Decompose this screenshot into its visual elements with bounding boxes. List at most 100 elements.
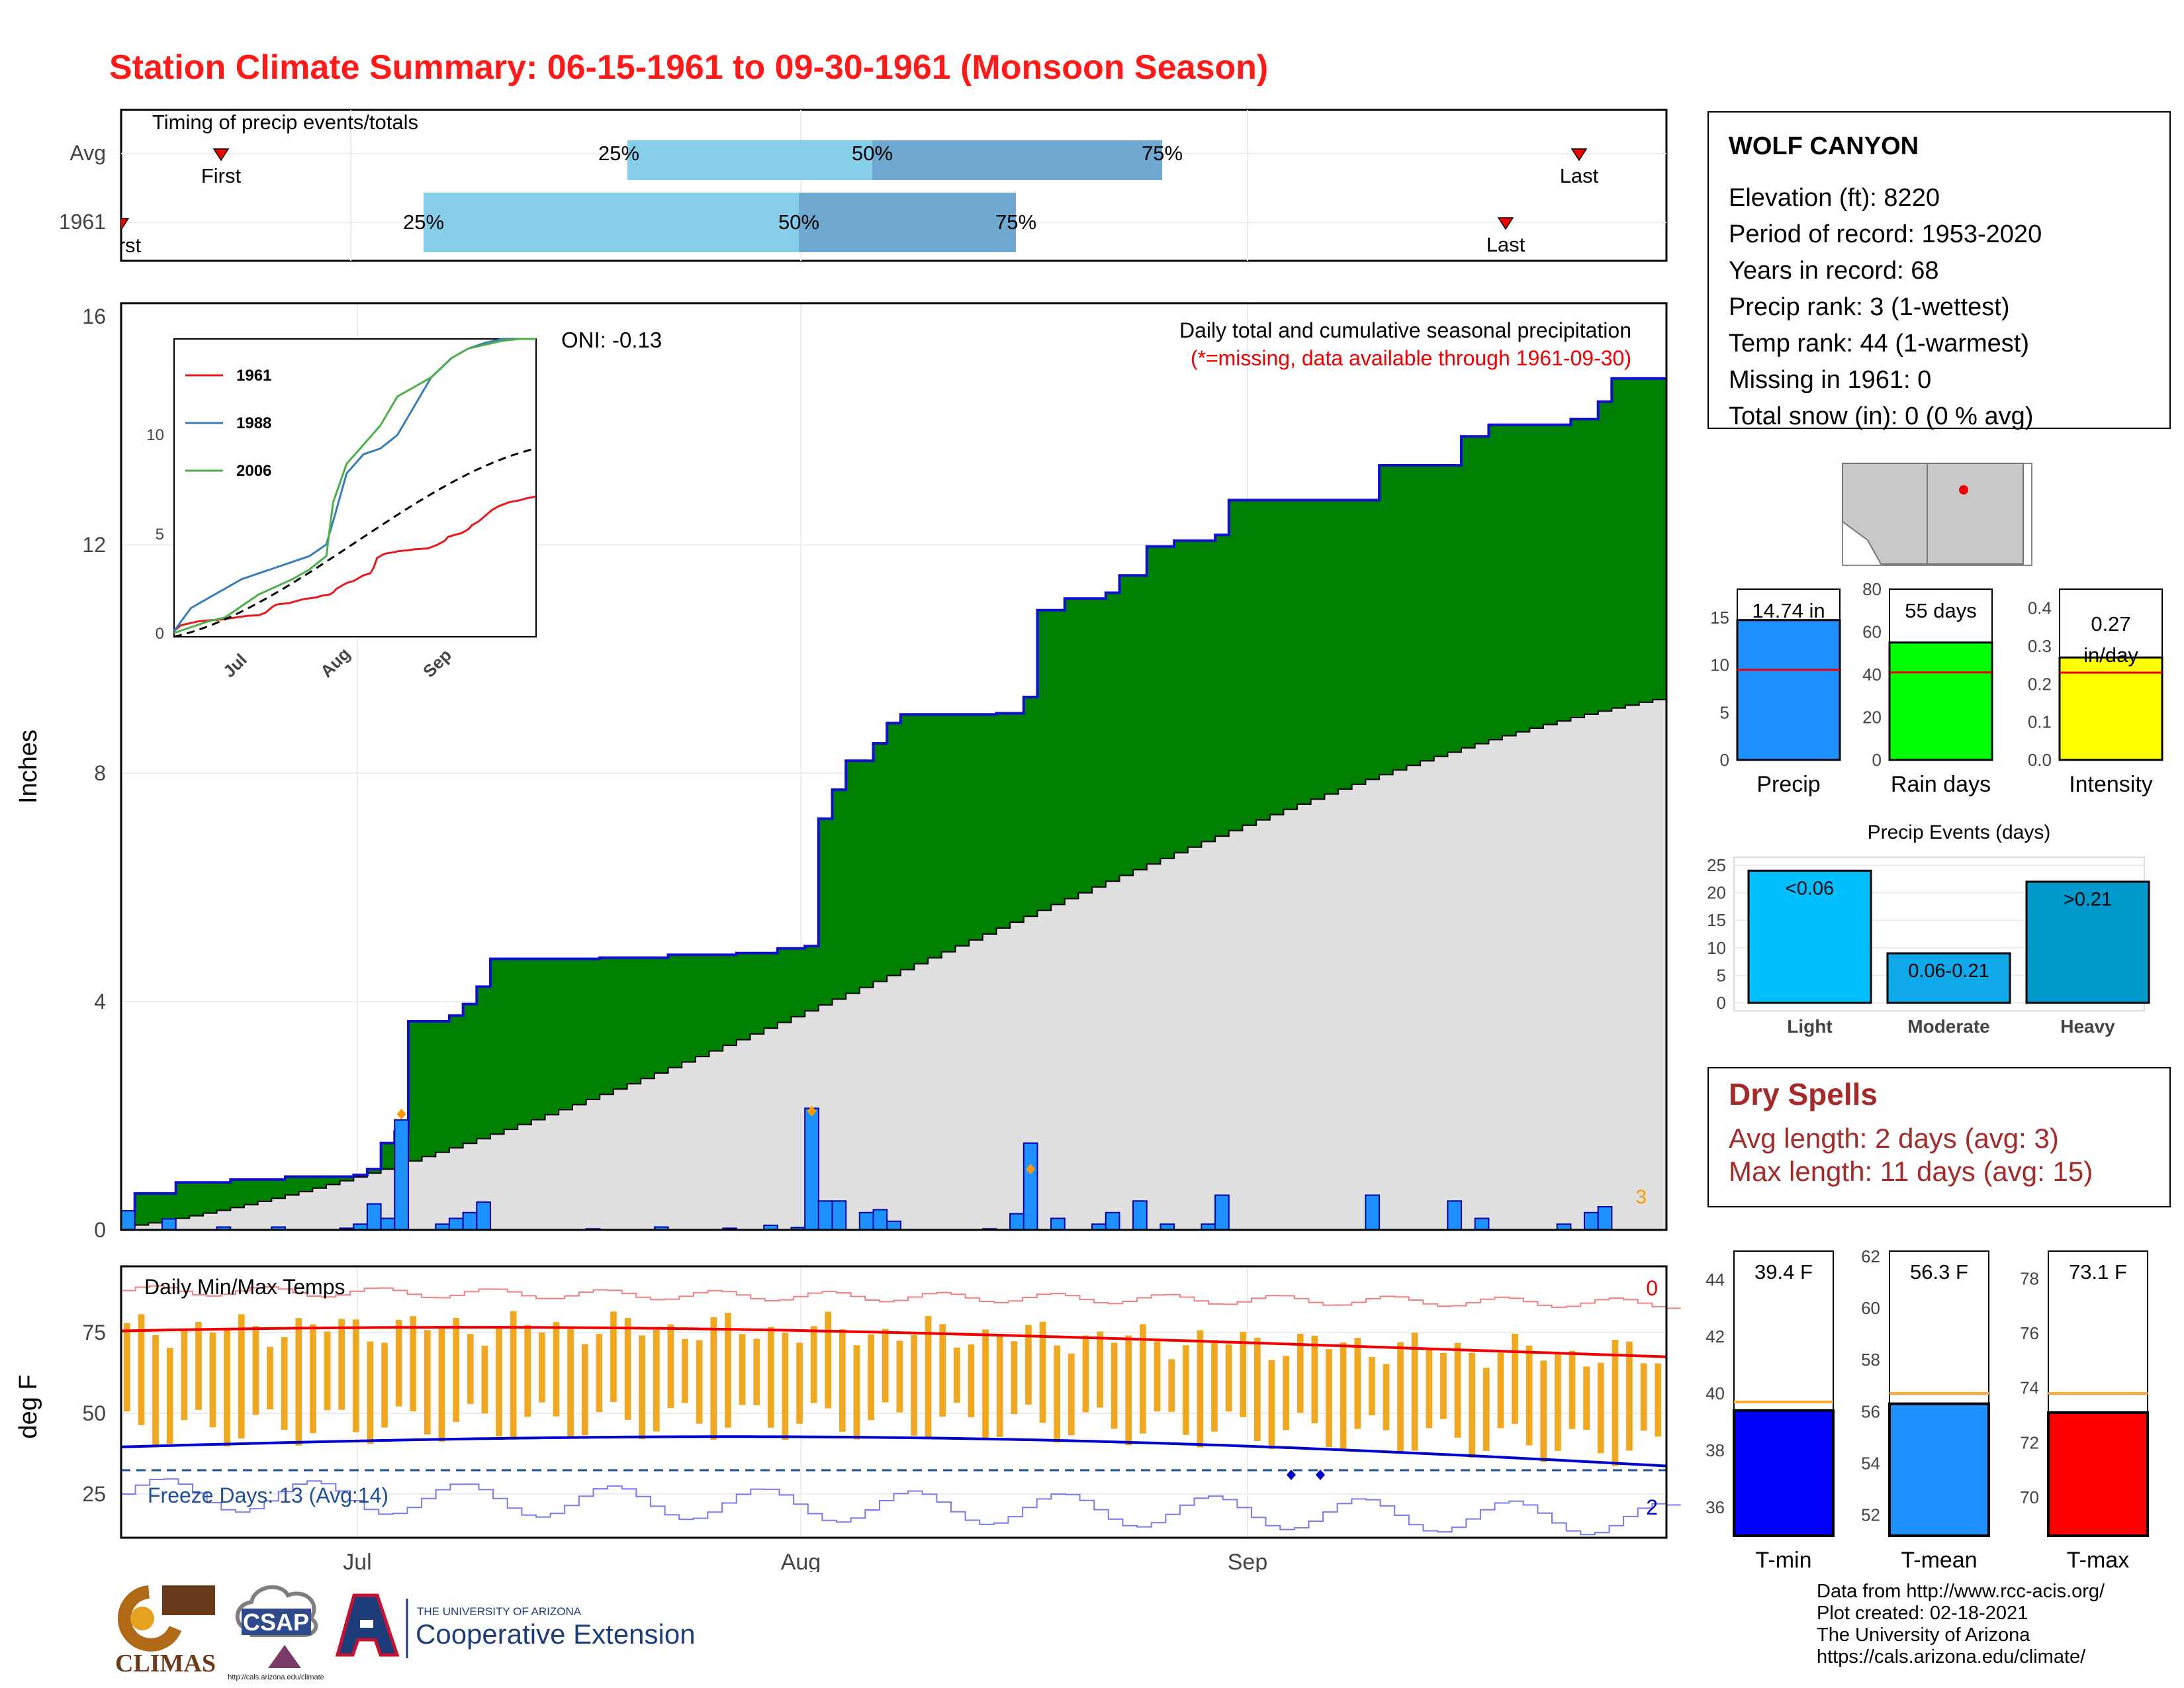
csap-logo: CSAP http://cals.arizona.edu/climate — [228, 1585, 324, 1681]
daily-temp-range-bar — [1326, 1349, 1332, 1447]
daily-temp-range-bar — [1297, 1333, 1304, 1413]
timing-row-avg: Avg — [69, 141, 106, 165]
station-location-dot — [1959, 485, 1968, 494]
daily-precip-bar — [1009, 1213, 1024, 1231]
station-precip-rank: Precip rank: 3 (1-wettest) — [1729, 293, 2010, 321]
daily-temp-range-bar — [624, 1318, 631, 1420]
daily-temp-range-bar — [667, 1324, 674, 1409]
y1961-q50-label: 50% — [778, 211, 819, 234]
daily-temp-range-bar — [939, 1324, 946, 1417]
avg-first-label: First — [201, 164, 242, 187]
daily-temp-range-bar — [410, 1316, 417, 1411]
dry-spells-box: Dry Spells Avg length: 2 days (avg: 3) M… — [1707, 1067, 2171, 1207]
record-low-line — [121, 1478, 1681, 1536]
daily-precip-bar — [1132, 1200, 1148, 1231]
daily-temp-range-bar — [166, 1348, 173, 1444]
summary-value: 0.27 — [2091, 612, 2130, 635]
daily-temp-range-bar — [1011, 1341, 1018, 1415]
station-elevation: Elevation (ft): 8220 — [1729, 184, 1940, 212]
daily-temp-range-bar — [1097, 1331, 1103, 1408]
events-title: Precip Events (days) — [1868, 821, 2051, 843]
daily-temp-range-bar — [1211, 1340, 1218, 1432]
daily-temp-range-bar — [982, 1329, 989, 1440]
daily-temp-range-bar — [1612, 1340, 1619, 1466]
extreme-day-marker — [807, 1105, 817, 1117]
svg-text:75: 75 — [82, 1321, 106, 1344]
temp-summary-y-tick: 58 — [1861, 1350, 1880, 1370]
daily-temp-range-bar — [453, 1318, 459, 1423]
climas-logo: CLIMAS — [115, 1585, 216, 1677]
events-y-tick: 20 — [1707, 883, 1726, 903]
summary-y-tick: 15 — [1710, 608, 1729, 628]
daily-temp-range-bar — [725, 1313, 731, 1428]
temp-summary-y-tick: 52 — [1861, 1505, 1880, 1525]
daily-temp-range-bar — [753, 1338, 760, 1405]
daily-precip-bar — [1447, 1200, 1463, 1231]
daily-temp-range-bar — [567, 1327, 574, 1438]
daily-precip-bar — [380, 1217, 396, 1231]
daily-temp-range-bar — [181, 1331, 188, 1421]
daily-temp-range-bar — [138, 1314, 145, 1425]
daily-precip-bar — [1597, 1206, 1613, 1231]
daily-temp-range-bar — [324, 1331, 331, 1411]
daily-temp-range-bar — [496, 1326, 502, 1436]
events-bar-light — [1747, 869, 1872, 1004]
summary-bar-rain-days — [1888, 641, 1993, 761]
daily-precip-bar — [394, 1119, 409, 1231]
avg-q50-q75-bar — [872, 140, 1162, 180]
inset-month-aug: Aug — [316, 643, 354, 681]
avg-first-marker — [212, 148, 230, 162]
daily-temp-range-bar — [825, 1311, 832, 1409]
station-temp-rank: Temp rank: 44 (1-warmest) — [1729, 330, 2030, 357]
daily-temp-range-bar — [367, 1341, 374, 1444]
temp-summary-y-tick: 76 — [2020, 1323, 2039, 1343]
y1961-q75-label: 75% — [995, 211, 1036, 234]
timing-row-1961: 1961 — [59, 210, 106, 234]
svg-text:Cooperative Extension: Cooperative Extension — [416, 1618, 696, 1650]
daily-temp-range-bar — [868, 1334, 874, 1421]
daily-precip-bar — [161, 1218, 177, 1231]
dry-spells-avg: Avg length: 2 days (avg: 3) — [1729, 1123, 2059, 1154]
daily-precip-bar — [1365, 1194, 1381, 1231]
summary-value: 55 days — [1905, 599, 1977, 622]
corner-count: 3 — [1635, 1186, 1647, 1208]
events-y-tick: 0 — [1717, 993, 1726, 1013]
svg-text:5: 5 — [156, 526, 164, 543]
daily-temp-range-bar — [1283, 1356, 1289, 1430]
daily-temp-range-bar — [1168, 1359, 1175, 1412]
avg-last-label: Last — [1560, 164, 1599, 187]
events-y-tick: 25 — [1707, 855, 1726, 875]
temp-summary-bar-t-mean — [1888, 1402, 1990, 1537]
daily-temp-range-bar — [338, 1319, 345, 1410]
dry-spells-title: Dry Spells — [1729, 1077, 1878, 1111]
hot-days-count: 0 — [1646, 1276, 1658, 1300]
daily-temp-range-bar — [1054, 1345, 1060, 1443]
daily-temp-range-bar — [352, 1319, 359, 1432]
daily-temp-range-bar — [224, 1329, 230, 1447]
summary-y-tick: 5 — [1720, 702, 1729, 722]
daily-temp-range-bar — [839, 1329, 846, 1432]
station-name: WOLF CANYON — [1729, 132, 1919, 160]
inset-series-2006 — [173, 338, 536, 634]
events-category-label: Heavy — [2060, 1016, 2115, 1037]
daily-temp-range-bar — [1140, 1324, 1146, 1434]
temp-summary-bar-t-min — [1733, 1409, 1835, 1537]
inset-chart: 0 5 10 Jul Aug Sep 1961 1988 2006 — [146, 338, 537, 681]
daily-precip-bar — [1474, 1217, 1490, 1231]
daily-temp-range-bar — [281, 1336, 288, 1430]
station-info-box: WOLF CANYON Elevation (ft): 8220 Period … — [1707, 111, 2171, 430]
temp-summary-y-tick: 42 — [1706, 1327, 1725, 1346]
temp-summary-label: T-max — [2067, 1548, 2129, 1573]
daily-temp-range-bar — [996, 1336, 1003, 1437]
daily-temp-range-bar — [767, 1327, 774, 1428]
station-years: Years in record: 68 — [1729, 257, 1939, 285]
logos: CLIMAS CSAP http://cals.arizona.edu/clim… — [115, 1585, 696, 1681]
daily-temp-range-bar — [653, 1330, 660, 1432]
inset-legend-1988: 1988 — [236, 414, 271, 432]
svg-text:0: 0 — [156, 625, 164, 643]
summary-y-tick: 0.1 — [2028, 712, 2052, 732]
summary-y-tick: 80 — [1862, 579, 1882, 599]
y1961-last-marker — [1497, 217, 1514, 230]
y-axis-label: Inches — [15, 729, 42, 804]
timing-label: Timing of precip events/totals — [152, 111, 418, 134]
